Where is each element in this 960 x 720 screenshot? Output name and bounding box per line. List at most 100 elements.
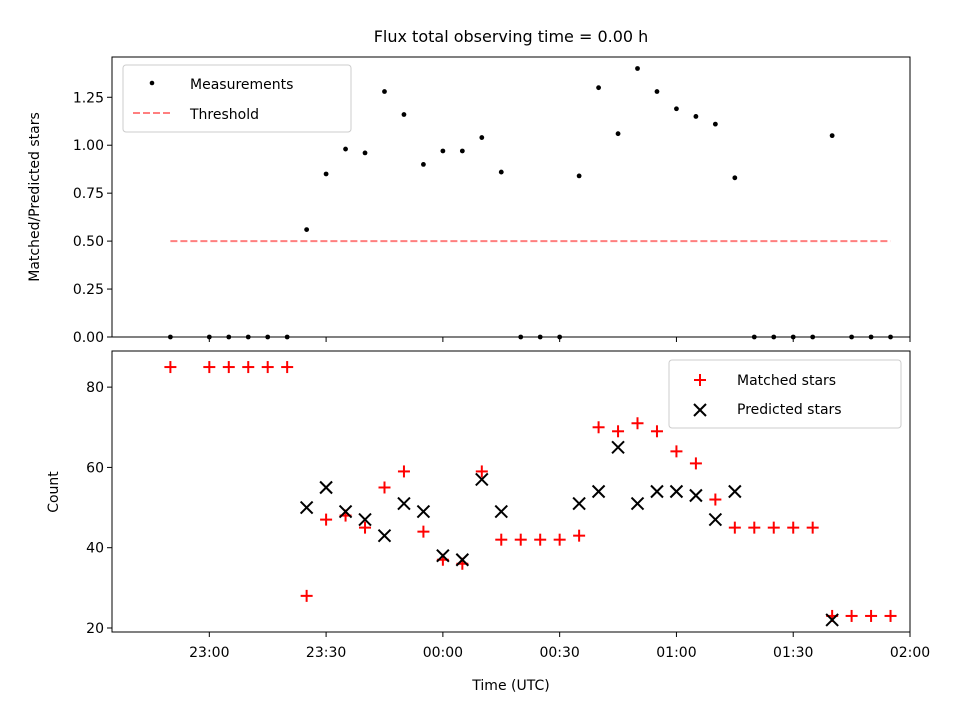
count-y-axis-label: Count [46, 471, 62, 513]
predicted-star-point [455, 553, 470, 567]
predicted-star-point [475, 472, 489, 487]
count-x-tick-label: 01:30 [773, 645, 813, 661]
matched-star-point [222, 361, 235, 374]
measurement-point [654, 89, 660, 94]
ratio-y-tick-label: 0.50 [73, 234, 104, 250]
count-x-tick-label: 00:00 [423, 645, 463, 661]
predicted-star-stroke-b [708, 512, 723, 527]
legend-label-threshold: Threshold [189, 107, 259, 123]
predicted-star-stroke-b [436, 549, 450, 563]
predicted-star-point [397, 496, 411, 511]
predicted-star-point [299, 500, 314, 515]
matched-star-point [748, 521, 761, 534]
measurement-point [712, 121, 718, 127]
predicted-star-point [630, 496, 645, 511]
matched-star-point [281, 361, 294, 374]
matched-star-point [884, 609, 897, 622]
x-axis-label: Time (UTC) [471, 678, 549, 694]
measurement-point [596, 85, 601, 91]
ratio-y-tick-label: 0.00 [73, 330, 104, 346]
measurement-point [323, 171, 329, 177]
count-legend: Matched stars Predicted stars [668, 359, 902, 429]
matched-star-point [514, 533, 527, 546]
predicted-star-stroke-b [416, 504, 431, 519]
ratio-y-tick-label: 1.25 [73, 90, 104, 106]
matched-star-point [845, 609, 858, 622]
ratio-plot-frame [111, 56, 911, 338]
legend-swatch-matched [694, 374, 706, 386]
predicted-star-point [319, 480, 333, 495]
predicted-star-point [650, 484, 664, 499]
matched-star-point [300, 589, 313, 602]
predicted-star-stroke-b [689, 488, 703, 503]
matched-star-point [378, 481, 391, 494]
measurement-point [421, 161, 426, 167]
matched-star-point [806, 521, 819, 534]
measurement-point [479, 135, 485, 140]
matched-star-point [320, 513, 333, 526]
predicted-star-point [572, 496, 586, 511]
predicted-star-point [358, 512, 372, 527]
legend-label-matched: Matched stars [737, 373, 836, 389]
predicted-star-stroke-b [494, 504, 508, 519]
predicted-star-stroke-b [299, 500, 314, 515]
ratio-x-ticks [208, 337, 911, 342]
legend-label-predicted: Predicted stars [737, 402, 842, 418]
matched-star-point [728, 521, 741, 534]
ratio-marks [167, 66, 893, 340]
predicted-star-stroke-b [650, 484, 664, 499]
matched-star-point [612, 425, 625, 438]
measurement-point [635, 66, 640, 71]
matched-star-point [592, 421, 605, 434]
predicted-star-stroke-b [358, 512, 372, 527]
measurement-point [401, 112, 407, 117]
measurement-point [304, 227, 310, 233]
matched-star-point [359, 521, 372, 534]
ratio-legend: Measurements Threshold [122, 64, 352, 133]
ratio-y-tick-label: 0.25 [73, 282, 104, 298]
legend-swatch-measurements [149, 80, 155, 86]
predicted-star-stroke-b [319, 480, 333, 495]
predicted-star-point [416, 504, 431, 519]
legend-label-measurements: Measurements [190, 77, 293, 93]
count-legend-box [668, 359, 902, 429]
matched-star-point [242, 361, 255, 374]
count-y-tick-label: 80 [86, 380, 104, 396]
count-x-tick-label: 23:00 [189, 645, 229, 661]
measurement-point [674, 106, 679, 112]
predicted-star-stroke-b [825, 613, 839, 627]
count-y-tick-label: 40 [86, 541, 104, 557]
matched-star-point [553, 533, 566, 546]
matched-star-point [495, 533, 508, 546]
predicted-star-stroke-b [377, 528, 392, 543]
matched-star-point [397, 465, 410, 478]
matched-star-point [534, 533, 547, 546]
ratio-y-tick-label: 1.00 [73, 138, 104, 154]
matched-star-point [709, 493, 722, 506]
predicted-star-point [436, 549, 450, 563]
predicted-star-stroke-b [728, 484, 742, 499]
matched-star-point [261, 361, 274, 374]
predicted-star-stroke-b [475, 472, 489, 487]
measurement-point [498, 169, 504, 175]
matched-star-point [689, 457, 702, 470]
measurement-point [576, 173, 582, 179]
ratio-panel: Flux total observing time = 0.00 h 0.00 0… [27, 27, 911, 346]
predicted-star-point [611, 440, 625, 455]
predicted-star-stroke-b [572, 496, 586, 511]
predicted-star-stroke-b [611, 440, 625, 455]
predicted-star-stroke-b [397, 496, 411, 511]
predicted-star-stroke-b [455, 553, 470, 567]
predicted-star-point [591, 484, 606, 499]
ratio-legend-box [122, 64, 352, 133]
matched-star-point [787, 521, 800, 534]
matched-star-point [475, 465, 488, 478]
matched-star-point [203, 361, 216, 374]
measurement-point [440, 148, 446, 154]
measurement-point [615, 131, 621, 137]
count-y-tick-label: 60 [86, 460, 104, 476]
legend-swatch-predicted [693, 403, 707, 417]
predicted-star-point [825, 613, 839, 627]
chart-title: Flux total observing time = 0.00 h [374, 27, 649, 46]
predicted-star-point [728, 484, 742, 499]
